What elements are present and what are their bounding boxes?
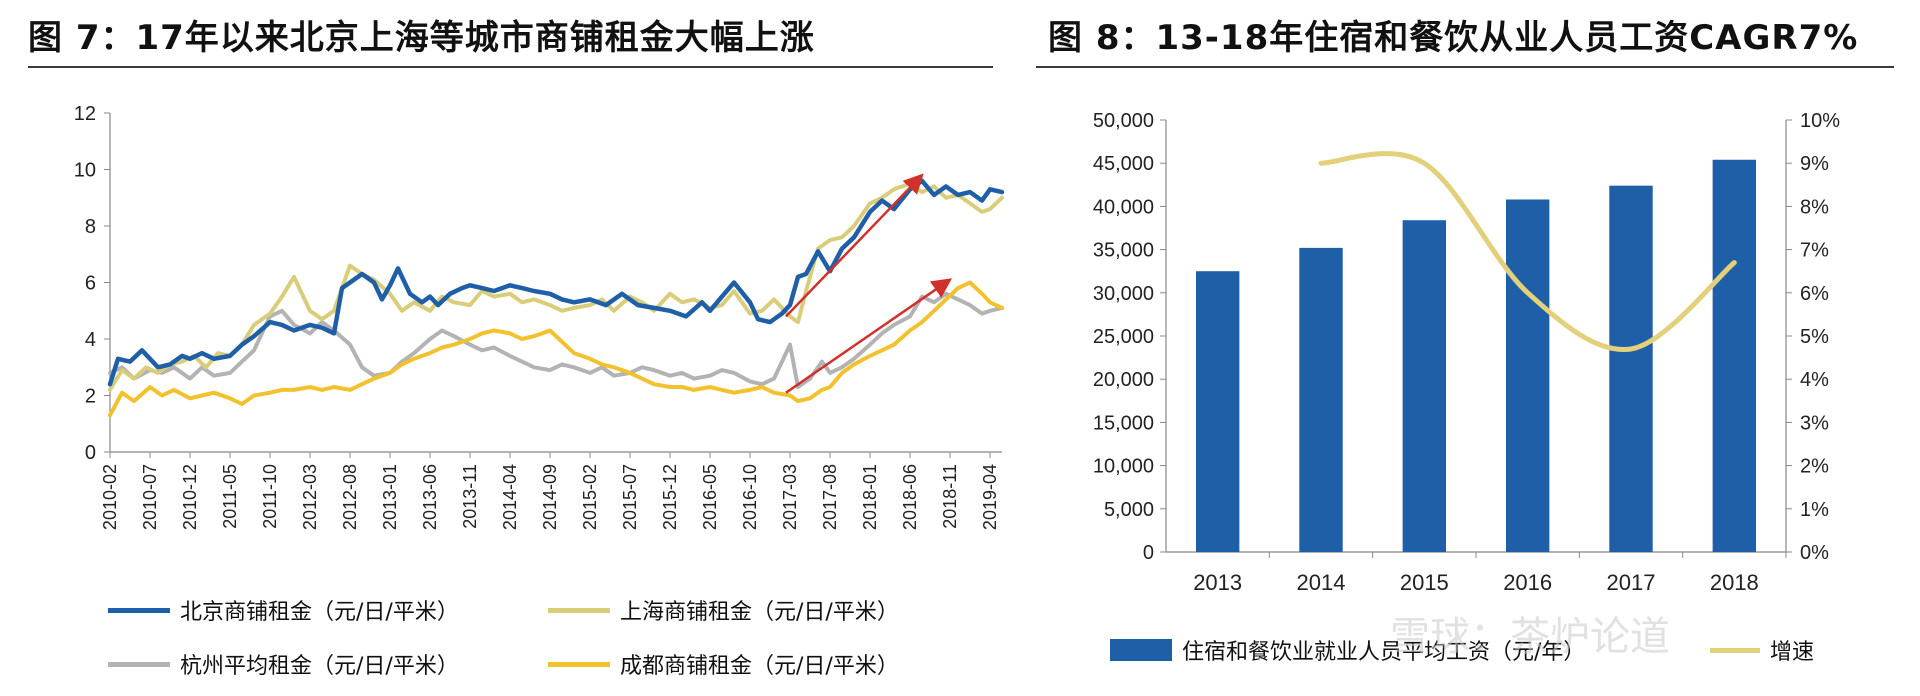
wage-bar <box>1505 199 1550 552</box>
wage-bar <box>1195 271 1240 552</box>
right-y2-tick-label: 4% <box>1800 369 1829 391</box>
left-x-tick-label: 2016-10 <box>740 464 760 530</box>
left-x-tick-label: 2015-07 <box>620 464 640 530</box>
trend-arrow-annotation <box>785 173 924 318</box>
legend-swatch-chengdu <box>548 661 610 667</box>
left-y-tick-label: 10 <box>74 160 96 182</box>
right-x-tick-label: 2013 <box>1193 570 1242 595</box>
left-y-tick-label: 12 <box>74 103 96 125</box>
legend-item-growth: 增速 <box>1710 634 1814 666</box>
wage-bar <box>1299 247 1343 552</box>
wage-bar <box>1402 220 1447 552</box>
left-chart-title: 图 7：17年以来北京上海等城市商铺租金大幅上涨 <box>28 18 815 58</box>
right-y2-tick-label: 8% <box>1800 196 1829 218</box>
legend-swatch-growth <box>1710 647 1760 653</box>
legend-swatch-hangzhou <box>108 661 170 667</box>
left-x-tick-label: 2015-12 <box>660 464 680 530</box>
right-y2-tick-label: 10% <box>1800 110 1840 132</box>
right-y-tick-label: 30,000 <box>1093 283 1154 305</box>
legend-swatch-wage <box>1110 639 1172 661</box>
left-x-tick-label: 2012-08 <box>340 464 360 530</box>
left-x-tick-label: 2013-06 <box>420 464 440 530</box>
left-x-tick-label: 2018-01 <box>860 464 880 530</box>
legend-swatch-beijing <box>108 607 170 613</box>
right-y-tick-label: 0 <box>1143 542 1154 564</box>
right-y2-tick-label: 5% <box>1800 326 1829 348</box>
chengdu-rent-line <box>108 280 1004 418</box>
legend-item-chengdu: 成都商铺租金（元/日/平米） <box>548 648 899 680</box>
left-x-tick-label: 2017-08 <box>820 464 840 530</box>
right-y2-tick-label: 7% <box>1800 240 1829 262</box>
legend-item-beijing: 北京商铺租金（元/日/平米） <box>108 594 459 626</box>
growth-rate-line <box>1318 151 1737 353</box>
right-y-tick-label: 25,000 <box>1093 326 1154 348</box>
left-x-tick-label: 2014-04 <box>500 464 520 530</box>
left-y-tick-label: 4 <box>85 329 96 351</box>
left-x-tick-label: 2019-04 <box>980 464 1000 530</box>
wage-bar <box>1609 185 1653 552</box>
right-x-tick-label: 2018 <box>1710 570 1759 595</box>
right-x-tick-label: 2017 <box>1607 570 1656 595</box>
legend-item-shanghai: 上海商铺租金（元/日/平米） <box>548 594 899 626</box>
right-y-tick-label: 20,000 <box>1093 369 1154 391</box>
right-x-tick-label: 2015 <box>1400 570 1449 595</box>
wage-bar <box>1712 159 1757 552</box>
left-x-tick-label: 2016-05 <box>700 464 720 530</box>
legend-item-hangzhou: 杭州平均租金（元/日/平米） <box>108 648 459 680</box>
hangzhou-rent-line <box>108 291 1004 389</box>
left-x-tick-label: 2012-03 <box>300 464 320 530</box>
shanghai-rent-line <box>108 181 1004 392</box>
left-x-tick-label: 2011-05 <box>220 464 240 529</box>
left-x-tick-label: 2014-09 <box>540 464 560 530</box>
left-x-tick-label: 2017-03 <box>780 464 800 530</box>
left-x-tick-label: 2015-02 <box>580 464 600 530</box>
left-y-tick-label: 8 <box>85 216 96 238</box>
legend-label-chengdu: 成都商铺租金（元/日/平米） <box>620 654 899 679</box>
legend-item-wage: 住宿和餐饮业就业人员平均工资（元/年） <box>1110 634 1585 666</box>
left-x-tick-label: 2013-11 <box>460 464 480 529</box>
right-y2-tick-label: 0% <box>1800 542 1829 564</box>
left-x-tick-label: 2018-06 <box>900 464 920 530</box>
beijing-rent-line <box>107 178 1005 387</box>
right-y-tick-label: 45,000 <box>1093 153 1154 175</box>
left-x-tick-label: 2010-07 <box>140 464 160 530</box>
left-x-tick-label: 2011-10 <box>260 464 280 529</box>
left-y-tick-label: 6 <box>85 273 96 295</box>
right-y2-tick-label: 1% <box>1800 499 1829 521</box>
right-y-tick-label: 5,000 <box>1104 499 1154 521</box>
left-x-tick-label: 2010-12 <box>180 464 200 530</box>
right-x-tick-label: 2014 <box>1297 570 1346 595</box>
trend-arrow-annotation <box>785 278 953 394</box>
legend-swatch-shanghai <box>548 607 610 613</box>
left-x-tick-label: 2010-02 <box>100 464 120 530</box>
legend-label-shanghai: 上海商铺租金（元/日/平米） <box>620 600 899 625</box>
right-x-tick-label: 2016 <box>1503 570 1552 595</box>
right-title-rule <box>1036 66 1894 68</box>
left-y-tick-label: 2 <box>85 386 96 408</box>
watermark-text: 雪球：茶炉论道 <box>1390 614 1670 660</box>
right-y2-tick-label: 6% <box>1800 283 1829 305</box>
right-chart-title: 图 8：13-18年住宿和餐饮从业人员工资CAGR7% <box>1048 18 1859 58</box>
right-y2-tick-label: 2% <box>1800 456 1829 478</box>
left-title-rule <box>28 66 993 68</box>
left-x-tick-label: 2013-01 <box>380 464 400 530</box>
right-y-tick-label: 40,000 <box>1093 196 1154 218</box>
legend-label-wage: 住宿和餐饮业就业人员平均工资（元/年） <box>1182 640 1586 665</box>
right-y-tick-label: 10,000 <box>1093 456 1154 478</box>
right-y-tick-label: 35,000 <box>1093 240 1154 262</box>
right-y2-tick-label: 3% <box>1800 412 1829 434</box>
right-y2-tick-label: 9% <box>1800 153 1829 175</box>
right-y-tick-label: 15,000 <box>1093 412 1154 434</box>
legend-label-beijing: 北京商铺租金（元/日/平米） <box>180 600 459 625</box>
right-y-tick-label: 50,000 <box>1093 110 1154 132</box>
legend-label-hangzhou: 杭州平均租金（元/日/平米） <box>180 654 459 679</box>
left-x-tick-label: 2018-11 <box>940 464 960 529</box>
legend-label-growth: 增速 <box>1770 640 1815 665</box>
left-y-tick-label: 0 <box>85 442 96 464</box>
